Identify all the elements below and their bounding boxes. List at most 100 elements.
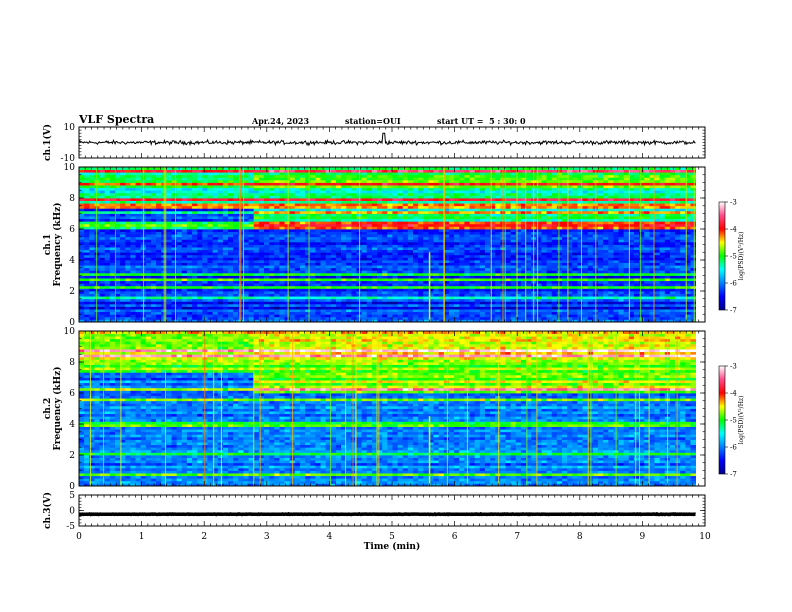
spectro-cell <box>243 195 249 199</box>
spectro-cell <box>192 218 198 222</box>
spectro-cell <box>130 198 136 201</box>
spectro-cell <box>84 265 90 269</box>
spectro-cell <box>84 319 90 323</box>
spectro-cell <box>335 265 342 269</box>
spectro-cell <box>171 293 178 297</box>
spectro-cell <box>448 172 455 176</box>
spectro-cell <box>423 179 429 183</box>
spectro-cell <box>413 195 419 199</box>
spectro-cell <box>212 262 219 266</box>
spectro-cell <box>192 293 198 297</box>
spectro-cell <box>382 296 388 300</box>
spectro-cell <box>330 167 337 170</box>
spectro-cell <box>438 267 445 271</box>
spectro-cell <box>269 200 275 204</box>
spectro-cell <box>176 216 183 220</box>
spectro-cell <box>423 172 429 176</box>
spectro-cell <box>351 288 357 292</box>
spectro-cell <box>397 260 404 263</box>
spectro-cell <box>125 288 131 292</box>
spectro-cell <box>269 198 275 201</box>
spectro-cell <box>402 172 409 176</box>
spectro-cell <box>150 288 157 292</box>
spectro-cell <box>156 249 162 253</box>
spectro-cell <box>310 265 316 269</box>
spectro-cell <box>438 200 445 204</box>
spectro-cell <box>186 257 193 261</box>
spectro-cell <box>438 272 445 276</box>
spectro-cell <box>490 234 496 238</box>
spectro-cell <box>377 177 383 181</box>
spectro-cell <box>120 306 126 310</box>
spectro-cell <box>109 205 116 209</box>
spectro-cell <box>109 213 116 217</box>
spectro-cell <box>438 254 445 258</box>
spectro-cell <box>104 174 111 178</box>
spectro-cell <box>346 198 352 201</box>
spectro-cell <box>150 231 157 235</box>
spectro-cell <box>181 187 188 191</box>
spectro-cell <box>269 254 275 258</box>
spectro-cell <box>135 267 142 271</box>
spectro-cell <box>428 174 434 178</box>
spectro-cell <box>294 319 301 323</box>
spectro-cell <box>402 236 409 240</box>
spectro-cell <box>104 293 111 297</box>
spectro-cell <box>207 213 213 217</box>
spectro-cell <box>387 288 393 292</box>
spectro-cell <box>315 301 321 305</box>
spectro-cell <box>114 213 121 217</box>
spectro-cell <box>202 316 208 320</box>
spectro-cell <box>248 283 255 287</box>
spectro-cell <box>289 311 296 315</box>
spectro-cell <box>258 293 265 297</box>
spectro-cell <box>438 198 445 201</box>
spectro-cell <box>377 244 383 248</box>
spectro-cell <box>413 205 419 209</box>
spectro-cell <box>377 210 383 214</box>
spectro-cell <box>171 167 178 170</box>
spectro-cell <box>382 231 388 235</box>
spectro-cell <box>233 247 239 251</box>
spectro-cell <box>202 275 208 279</box>
spectro-cell <box>402 296 409 300</box>
spectro-cell <box>361 177 368 181</box>
spectro-cell <box>397 241 404 245</box>
spectro-cell <box>371 213 378 217</box>
spectro-cell <box>371 203 378 207</box>
spectro-cell <box>233 272 239 276</box>
spectro-cell <box>156 231 162 235</box>
spectro-cell <box>397 265 404 269</box>
spectro-cell <box>474 280 481 284</box>
spectro-cell <box>89 267 95 271</box>
spectro-cell <box>217 216 224 220</box>
spectro-cell <box>135 301 142 305</box>
spectro-cell <box>413 316 419 320</box>
spectro-cell <box>207 198 213 201</box>
spectro-cell <box>428 226 434 230</box>
spectro-cell <box>330 275 337 279</box>
spectro-cell <box>202 203 208 207</box>
spectro-cell <box>428 210 434 214</box>
spectro-cell <box>263 223 270 227</box>
spectro-cell <box>217 293 224 297</box>
spectro-cell <box>397 174 404 178</box>
spectro-cell <box>145 285 152 289</box>
spectro-cell <box>212 257 219 261</box>
spectro-cell <box>207 169 213 173</box>
spectro-cell <box>443 234 450 238</box>
spectro-cell <box>459 257 465 261</box>
spectro-cell <box>284 303 291 307</box>
spectro-cell <box>377 200 383 204</box>
spectro-cell <box>207 309 213 313</box>
spectro-cell <box>135 280 142 284</box>
spectro-cell <box>392 192 398 196</box>
spectro-cell <box>330 187 337 191</box>
spectro-cell <box>289 298 296 302</box>
spectro-cell <box>387 216 393 220</box>
spectro-cell <box>186 241 193 245</box>
spectro-cell <box>382 190 388 194</box>
spectro-cell <box>320 187 327 191</box>
spectro-cell <box>99 213 106 217</box>
spectro-cell <box>217 223 224 227</box>
